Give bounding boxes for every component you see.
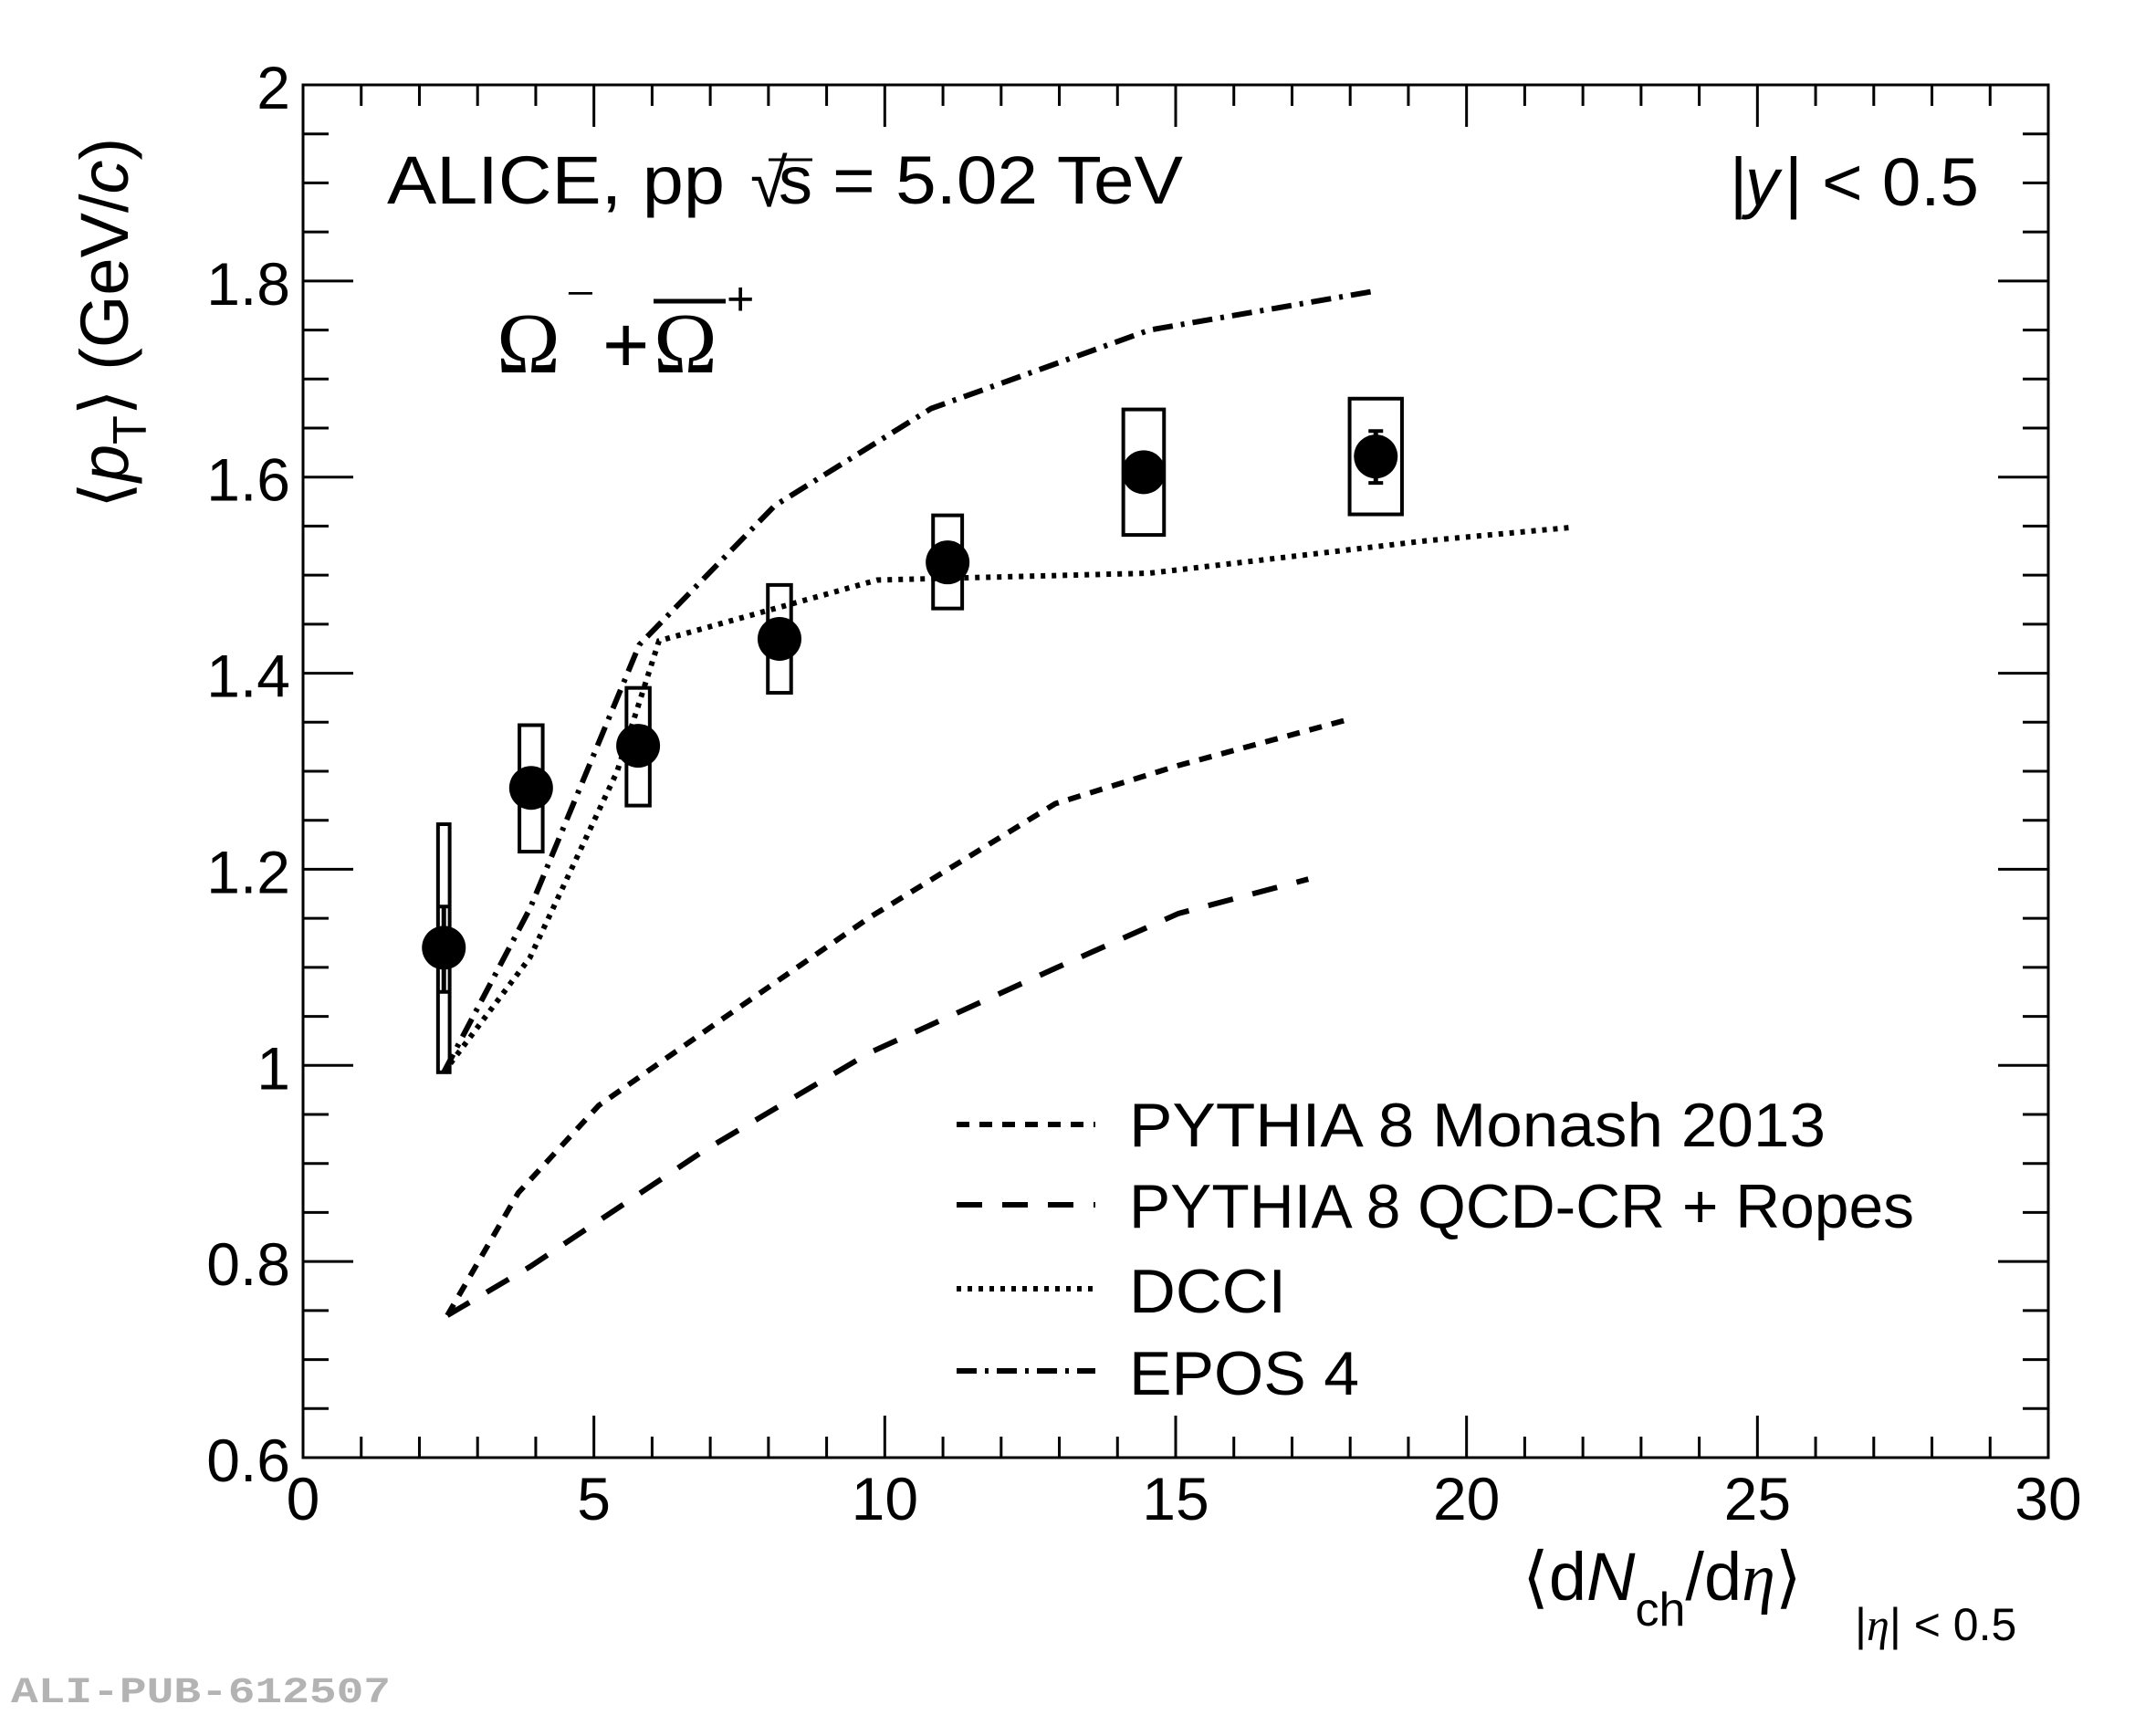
omega-minus: Ω [497,297,560,392]
data-marker [1121,450,1166,495]
y-tick-label: 2 [256,54,290,121]
x-title-N: N [1586,1539,1636,1615]
x-tick-label: 20 [1433,1465,1500,1532]
x-axis-title-text: ⟨dNch/dη⟩ [1523,1539,1802,1637]
omega-plus: Ω [654,297,717,392]
x-range-bar: | [1855,1599,1867,1650]
y-tick-label: 1.8 [206,250,290,318]
y-axis-title-text: ⟨pT⟩ (GeV/c) [67,138,157,508]
y-title-unit-prefix: (GeV/ [67,193,142,389]
x-range-rest: | < 0.5 [1889,1599,2016,1650]
y-title-open: ⟨ [67,482,142,508]
axis-ticks [301,83,2050,1459]
x-title-eta: η [1742,1541,1775,1616]
data-marker [1354,434,1398,479]
x-title-sub: ch [1635,1584,1685,1637]
x-tick-labels: 0 5 10 15 20 25 30 [287,1465,2082,1532]
plus-charge: + [727,273,754,326]
legend-label-pythia-qcd-cr: PYTHIA 8 QCD-CR + Ropes [1129,1172,1914,1241]
data-point [508,723,553,854]
particle-label: Ω − + Ω + [497,266,754,392]
x-title-close: ⟩ [1775,1539,1802,1615]
x-title-prefix: ⟨d [1523,1539,1586,1615]
data-marker [757,616,801,661]
y-tick-labels: 0.6 0.8 1 1.2 1.4 1.6 1.8 2 [206,54,290,1494]
plus-sign: + [602,299,649,390]
y-tick-label: 1.2 [206,838,290,905]
x-tick-label: 25 [1724,1465,1791,1532]
legend-label-dcci: DCCI [1129,1257,1286,1326]
sqrt-s-variable: s [779,142,812,218]
y-title-sub: T [104,415,157,444]
data-point [616,685,661,808]
x-tick-label: 5 [577,1465,611,1532]
x-axis-title-range: |η| < 0.5 [1855,1599,2016,1650]
rapidity-rest: | < 0.5 [1784,144,1979,220]
x-range-eta: η [1867,1599,1889,1650]
legend: PYTHIA 8 Monash 2013 PYTHIA 8 QCD-CR + R… [957,1091,1914,1408]
curve-pythia-qcd-cr-ropes [445,876,1310,1318]
data-point [1347,396,1404,517]
y-axis-title: ⟨pT⟩ (GeV/c) [67,138,157,508]
data-point [422,822,466,1074]
sqrt-symbol: √ [750,145,788,221]
y-title-unit-c: c [67,160,142,193]
y-title-close: ⟩ [67,389,142,415]
plot-frame [301,83,2050,1459]
data-marker [508,766,553,810]
energy-label: = 5.02 TeV [832,142,1184,218]
data-marker [616,724,661,769]
x-title-mid: /d [1685,1539,1742,1615]
minus-charge: − [566,266,595,322]
data-point [757,582,801,695]
data-point [1121,407,1167,538]
curve-pythia-monash [445,717,1346,1317]
curve-dcci [441,524,1575,1074]
publication-id-watermark: ALI-PUB-612507 [11,1673,391,1714]
experiment-label: ALICE, pp [387,142,725,218]
y-tick-label: 0.8 [206,1230,290,1298]
data-marker [422,925,466,970]
y-title-unit-suffix: ) [67,138,142,161]
y-tick-label: 1.4 [206,643,290,710]
rapidity-variable: y [1741,144,1783,220]
data-marker [926,540,970,585]
x-tick-label: 30 [2015,1465,2081,1532]
x-tick-label: 0 [287,1465,320,1532]
legend-label-epos: EPOS 4 [1129,1339,1359,1408]
legend-label-pythia-monash: PYTHIA 8 Monash 2013 [1129,1091,1826,1160]
data-points [422,396,1404,1074]
x-axis-title: ⟨dNch/dη⟩ |η| < 0.5 [1523,1539,2016,1650]
rapidity-label: | y | < 0.5 [1730,144,1979,220]
y-title-p: p [67,444,142,484]
systematic-error-box [1347,396,1404,517]
rapidity-bar-left: | [1730,144,1747,220]
data-point [926,513,970,611]
y-tick-label: 0.6 [206,1427,290,1494]
x-tick-label: 15 [1142,1465,1209,1532]
x-tick-label: 10 [852,1465,918,1532]
model-curves [441,288,1575,1318]
y-tick-label: 1.6 [206,446,290,514]
y-tick-label: 1 [256,1034,290,1102]
